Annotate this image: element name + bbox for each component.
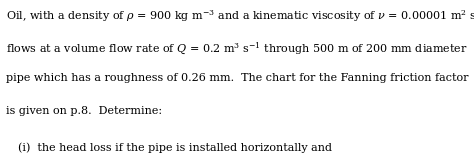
- Text: is given on p.8.  Determine:: is given on p.8. Determine:: [6, 106, 162, 116]
- Text: flows at a volume flow rate of $Q$ = 0.2 m$^{3}$ s$^{-1}$ through 500 m of 200 m: flows at a volume flow rate of $Q$ = 0.2…: [6, 40, 467, 56]
- Text: (i)  the head loss if the pipe is installed horizontally and: (i) the head loss if the pipe is install…: [18, 142, 332, 153]
- Text: pipe which has a roughness of 0.26 mm.  The chart for the Fanning friction facto: pipe which has a roughness of 0.26 mm. T…: [6, 73, 468, 83]
- Text: Oil, with a density of $\rho$ = 900 kg m$^{-3}$ and a kinematic viscosity of $\n: Oil, with a density of $\rho$ = 900 kg m…: [6, 8, 474, 24]
